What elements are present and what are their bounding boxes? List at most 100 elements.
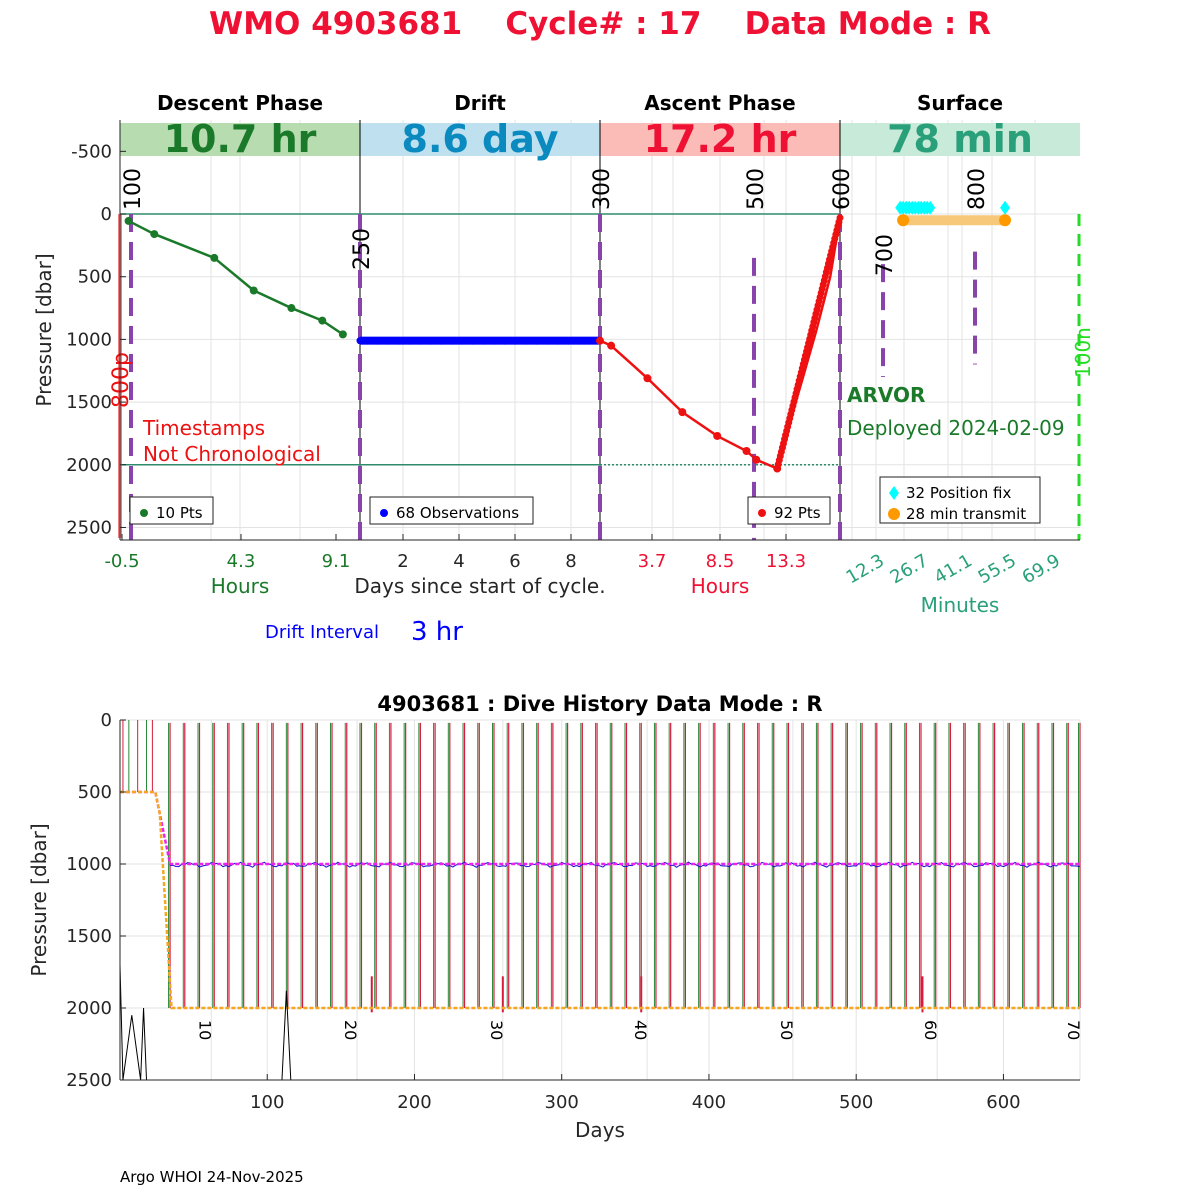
phase-marker-label: 100 (121, 168, 146, 210)
descent-point (249, 286, 258, 295)
y-tick-label: 500 (78, 267, 112, 288)
cycle-number-label: 10 (195, 1020, 214, 1040)
phase-duration-box (600, 123, 840, 156)
history-y-tick-label: 1000 (66, 854, 112, 875)
descent-point (338, 330, 347, 339)
legend-box (369, 496, 534, 525)
x-tick-label: 6 (509, 551, 520, 572)
x-tick-label: 41.1 (931, 550, 976, 588)
ascent-legend: 92 Pts (747, 496, 831, 525)
timestamps-note: Not Chronological (143, 442, 321, 466)
phase-title: Surface (917, 91, 1003, 115)
phase-duration-box (840, 123, 1080, 156)
x-tick-label: 26.7 (887, 550, 932, 588)
cycle-number-label: 20 (341, 1020, 360, 1040)
phase-duration-box (120, 123, 360, 156)
phase-marker-label: 300 (590, 168, 615, 210)
history-x-label: Days (575, 1118, 625, 1142)
figure-title: WMO 4903681 Cycle# : 17 Data Mode : R (209, 6, 991, 42)
phase-marker-label: 700 (873, 234, 898, 276)
cycle-number-label: 70 (1064, 1020, 1083, 1040)
history-bottom-trace (119, 964, 148, 1081)
position-fix-point (1000, 200, 1011, 215)
ascent-point (596, 336, 604, 345)
phase-title: Descent Phase (157, 91, 323, 115)
x-tick-label: 13.3 (766, 551, 806, 572)
ascent-point (752, 455, 761, 464)
descent-x-label: Hours (211, 574, 270, 598)
descent-point (287, 304, 296, 313)
descent-point (318, 316, 327, 325)
y-tick-label: 1500 (66, 392, 112, 413)
x-tick-label: 3.7 (638, 551, 667, 572)
phase-title: Drift (454, 91, 506, 115)
history-bottom-trace (281, 990, 292, 1081)
cycle-number-label: 50 (777, 1020, 796, 1040)
ascent-point (643, 374, 652, 383)
ascent-point (836, 214, 844, 222)
history-x-tick-label: 400 (692, 1092, 726, 1113)
legend-label: 32 Position fix (906, 484, 1011, 502)
position-fix-point (925, 200, 936, 215)
y-tick-label: -500 (71, 141, 112, 162)
descent-point (124, 216, 133, 225)
phase-marker-label: 800 (965, 168, 990, 210)
history-x-tick-label: 300 (545, 1092, 579, 1113)
ascent-point (742, 446, 751, 455)
ascent-point (607, 341, 616, 350)
x-tick-label: -0.5 (104, 551, 139, 572)
transmit-point (897, 214, 910, 227)
drift-interval-label: Drift Interval (265, 622, 379, 643)
legend-label: 68 Observations (396, 504, 519, 522)
x-tick-label: 69.9 (1019, 550, 1064, 588)
legend-box (879, 476, 1041, 524)
ascent-point (713, 431, 722, 440)
descent-point (150, 230, 159, 239)
x-tick-label: 12.3 (843, 550, 888, 588)
history-y-label: Pressure [dbar] (27, 823, 51, 976)
x-tick-label: 9.1 (322, 551, 351, 572)
deployment-label: Deployed 2024-02-09 (847, 416, 1065, 440)
start-marker-label: 800p (109, 352, 134, 408)
y-tick-label: 1000 (66, 329, 112, 350)
ascent-point (678, 408, 687, 417)
legend-marker (888, 508, 900, 520)
phase-title: Ascent Phase (644, 91, 795, 115)
dive-history-chart: 4903681 : Dive History Data Mode : R 10 20… (27, 692, 1083, 1142)
descent-point (210, 253, 219, 262)
y-tick-label: 0 (101, 204, 112, 225)
phase-marker-label: 250 (350, 228, 375, 270)
history-y-tick-label: 1500 (66, 926, 112, 947)
surface-x-label: Minutes (921, 593, 1000, 617)
history-x-tick-label: 500 (839, 1092, 873, 1113)
history-profile-target (120, 790, 1080, 1010)
x-tick-label: 2 (397, 551, 408, 572)
cycle-number-label: 30 (487, 1020, 506, 1040)
legend-marker (140, 509, 148, 517)
y-axis-label: Pressure [dbar] (32, 253, 56, 406)
history-y-tick-label: 2000 (66, 998, 112, 1019)
ascent-x-label: Hours (691, 574, 750, 598)
history-y-tick-label: 0 (101, 710, 112, 731)
drift-interval-value: 3 hr (411, 617, 463, 647)
drift-x-label: Days since start of cycle. (354, 574, 605, 598)
history-x-tick-label: 200 (397, 1092, 431, 1113)
phase-marker-label: 500 (744, 168, 769, 210)
phase-duration-box (360, 123, 600, 156)
legend-label: 92 Pts (774, 504, 821, 522)
transmit-point (999, 214, 1012, 227)
x-tick-label: 8.5 (706, 551, 735, 572)
history-drift-series (170, 861, 1081, 868)
descent-legend: 10 Pts (129, 496, 214, 525)
phase-duration: 17.2 hr (644, 117, 797, 161)
history-y-tick-label: 2500 (66, 1070, 112, 1091)
y-tick-label: 2000 (66, 455, 112, 476)
legend-label: 28 min transmit (906, 505, 1026, 523)
x-tick-label: 4 (453, 551, 464, 572)
history-x-tick-label: 100 (250, 1092, 284, 1113)
surface-legend: 32 Position fix 28 min transmit (879, 476, 1041, 524)
grid (120, 120, 1080, 540)
end-marker-label: 100n (1071, 327, 1095, 378)
